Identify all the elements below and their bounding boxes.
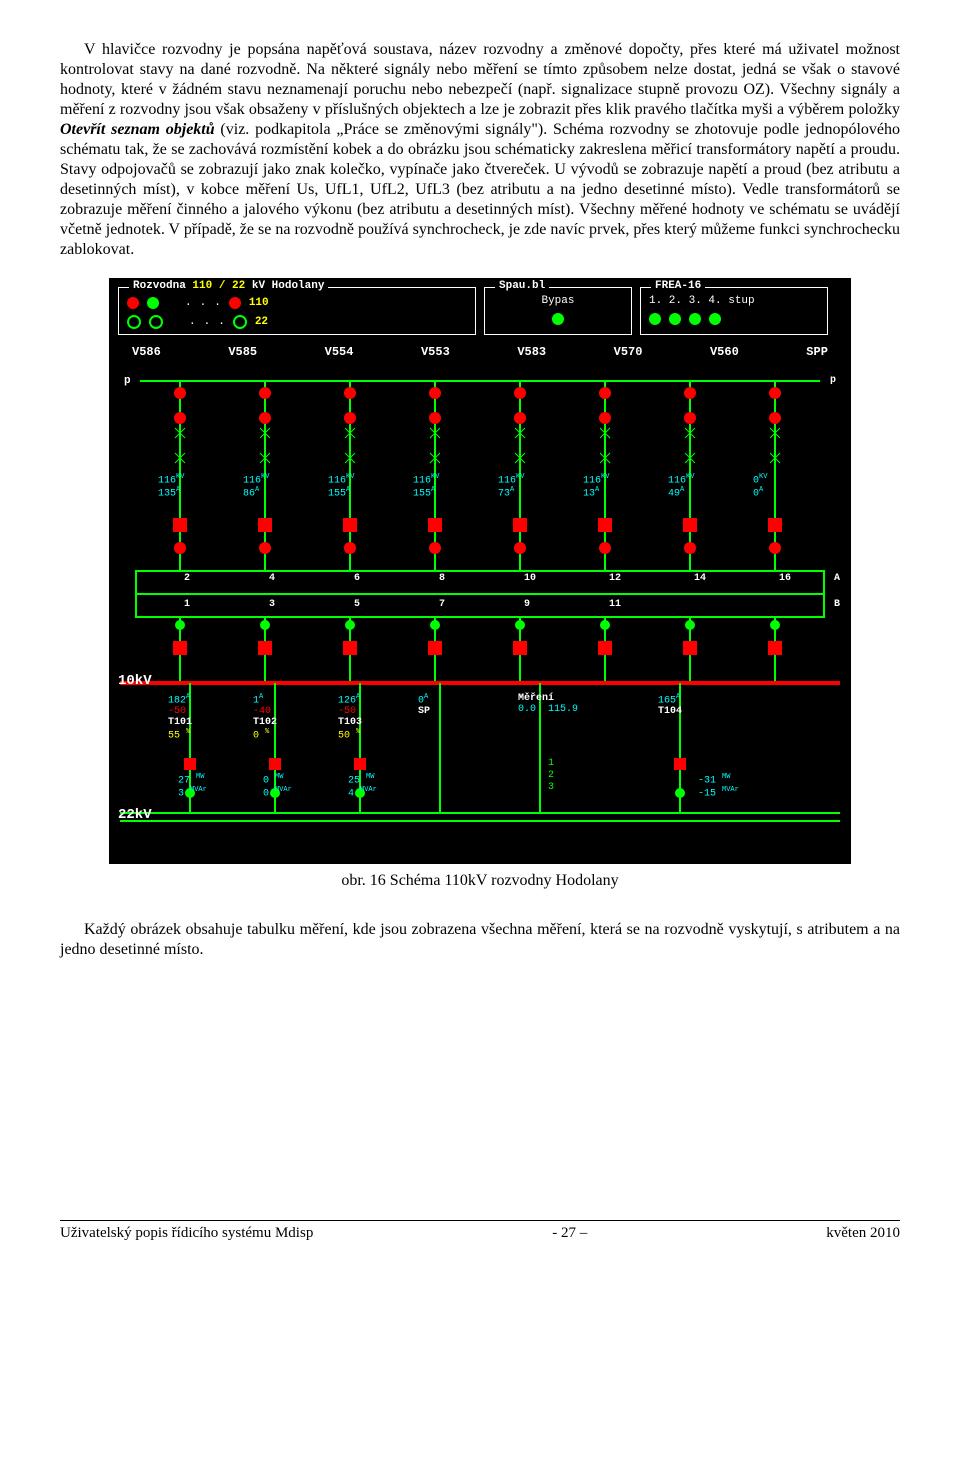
hdr-name: kV Hodolany	[252, 280, 325, 292]
bus-number: 10	[524, 573, 536, 584]
page-footer: Uživatelský popis řídicího systému Mdisp…	[60, 1220, 900, 1242]
footer-mid: - 27 –	[552, 1225, 587, 1242]
bypas-label: Bypas	[493, 295, 623, 307]
feeder-measurement: 116KV49A	[668, 473, 694, 500]
power-reading: 25 MW4 MVAr	[348, 773, 377, 800]
bus-number: 2	[184, 573, 190, 584]
bus-a: A	[834, 573, 840, 584]
panel-spau: Spau.bl Bypas	[484, 287, 632, 335]
status-ring	[233, 315, 247, 329]
col-h: SPP	[806, 345, 828, 359]
bus-number: 9	[524, 599, 530, 610]
stup-label: 1. 2. 3. 4. stup	[649, 295, 819, 307]
feeder-measurement: 116KV13A	[583, 473, 609, 500]
network-svg	[118, 363, 842, 843]
status-dot	[147, 297, 159, 309]
footer-right: květen 2010	[826, 1225, 900, 1242]
status-dot	[669, 313, 681, 325]
bus-b: B	[834, 599, 840, 610]
meter-index: 2	[548, 770, 554, 781]
transformer-block: 1A-40T1020 %	[253, 693, 277, 742]
bus-number: 7	[439, 599, 445, 610]
col-h: V586	[132, 345, 161, 359]
bus-number: 8	[439, 573, 445, 584]
status-ring	[127, 315, 141, 329]
power-reading: 27 MW3 MVAr	[178, 773, 207, 800]
col-h: V585	[228, 345, 257, 359]
bus-number: 14	[694, 573, 706, 584]
spau-label: Spau.bl	[495, 280, 549, 292]
paragraph-1: V hlavičce rozvodny je popsána napěťová …	[60, 40, 900, 260]
transformer-block: Měření0.0 115.9	[518, 693, 578, 715]
bus-number: 11	[609, 599, 621, 610]
single-line-diagram: p p 116KV135A116KV86A116KV155A116KV155A1…	[118, 363, 842, 843]
feeder-measurement: 0KV0A	[753, 473, 767, 500]
panel-frea: FREA-16 1. 2. 3. 4. stup	[640, 287, 828, 335]
bus-number: 16	[779, 573, 791, 584]
hdr-rozvodna: Rozvodna	[133, 280, 186, 292]
transformer-block: 165AT104	[658, 693, 682, 717]
frea-label: FREA-16	[651, 280, 705, 292]
lbl-22kv: 22kV	[118, 807, 152, 823]
bus-number: 12	[609, 573, 621, 584]
lbl-22: 22	[255, 316, 268, 328]
col-h: V560	[710, 345, 739, 359]
status-dot	[689, 313, 701, 325]
hdr-voltage: 110 / 22	[192, 280, 245, 292]
bus-number: 3	[269, 599, 275, 610]
lbl-10kv: 10kV	[118, 673, 152, 689]
lbl-110: 110	[249, 297, 269, 309]
para1-emph: Otevřít seznam objektů	[60, 121, 215, 138]
footer-left: Uživatelský popis řídicího systému Mdisp	[60, 1225, 313, 1242]
transformer-block: 182A-50T10155 %	[168, 693, 192, 742]
transformer-block: 0ASP	[418, 693, 430, 717]
power-reading: -31 MW-15 MVAr	[698, 773, 739, 800]
meter-index: 3	[548, 782, 554, 793]
header-panels: Rozvodna 110 / 22 kV Hodolany ... 110 ..…	[118, 287, 842, 335]
col-h: V554	[325, 345, 354, 359]
para1-text-a: V hlavičce rozvodny je popsána napěťová …	[60, 41, 900, 118]
scada-screenshot: Rozvodna 110 / 22 kV Hodolany ... 110 ..…	[109, 278, 851, 864]
status-dot	[229, 297, 241, 309]
feeder-measurement: 116KV155A	[413, 473, 439, 500]
col-h: V553	[421, 345, 450, 359]
transformer-block: 126A-50T10350 %	[338, 693, 362, 742]
bus-number: 5	[354, 599, 360, 610]
para1-text-b: (viz. podkapitola „Práce se změnovými si…	[60, 121, 900, 258]
meter-index: 1	[548, 758, 554, 769]
bus-number: 4	[269, 573, 275, 584]
feeder-measurement: 116KV86A	[243, 473, 269, 500]
panel-rozvodna: Rozvodna 110 / 22 kV Hodolany ... 110 ..…	[118, 287, 476, 335]
status-dot	[649, 313, 661, 325]
feeder-measurement: 116KV155A	[328, 473, 354, 500]
feeder-measurement: 116KV73A	[498, 473, 524, 500]
status-dot	[127, 297, 139, 309]
status-ring	[149, 315, 163, 329]
paragraph-2: Každý obrázek obsahuje tabulku měření, k…	[60, 920, 900, 960]
feeder-measurement: 116KV135A	[158, 473, 184, 500]
col-h: V583	[517, 345, 546, 359]
bus-number: 1	[184, 599, 190, 610]
col-h: V570	[614, 345, 643, 359]
feeder-headers: V586 V585 V554 V553 V583 V570 V560 SPP	[132, 345, 828, 359]
bus-number: 6	[354, 573, 360, 584]
figure-caption: obr. 16 Schéma 110kV rozvodny Hodolany	[60, 872, 900, 890]
power-reading: 0 MW0 MVAr	[263, 773, 292, 800]
status-dot	[709, 313, 721, 325]
status-dot	[552, 313, 564, 325]
